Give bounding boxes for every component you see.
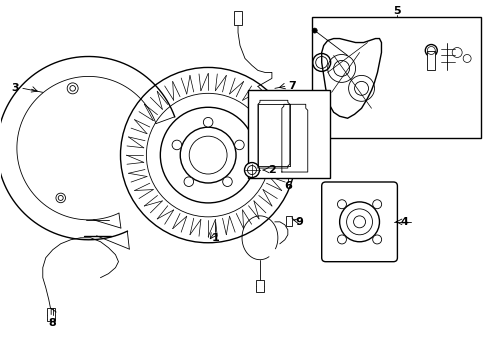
Text: 7: 7 [288,81,295,91]
Bar [47,307,55,321]
Circle shape [373,235,382,244]
Circle shape [425,45,437,57]
Polygon shape [322,39,382,118]
Text: 5: 5 [393,6,401,15]
Bar [256,280,264,292]
Bar [260,102,288,166]
Circle shape [203,117,213,127]
Bar [286,216,292,226]
Circle shape [172,140,182,150]
Bar [248,90,330,178]
Bar [234,11,242,24]
Circle shape [373,200,382,209]
Circle shape [312,28,317,33]
Circle shape [340,202,379,242]
Text: 6: 6 [284,181,292,191]
Text: 4: 4 [400,217,408,227]
Circle shape [338,200,346,209]
Bar [312,17,481,138]
Circle shape [235,140,244,150]
Circle shape [222,177,232,186]
Circle shape [338,235,346,244]
Circle shape [184,177,194,186]
Bar [427,50,435,71]
Text: 8: 8 [49,319,57,328]
Text: 9: 9 [296,217,304,227]
Circle shape [245,163,259,177]
Text: 2: 2 [268,165,276,175]
FancyBboxPatch shape [322,182,397,262]
Circle shape [180,127,236,183]
Text: 1: 1 [211,233,219,243]
Text: 3: 3 [11,84,19,93]
